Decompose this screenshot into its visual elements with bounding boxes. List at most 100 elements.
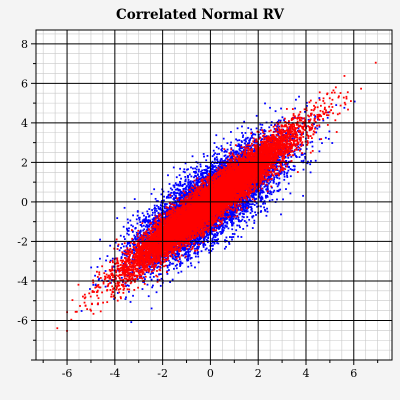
data-point: [245, 196, 248, 198]
data-point: [211, 160, 214, 163]
data-point: [184, 256, 187, 259]
data-point: [232, 213, 235, 216]
data-point: [205, 235, 207, 238]
data-point: [191, 155, 194, 158]
data-point: [165, 257, 167, 260]
data-point: [198, 245, 200, 248]
data-point: [255, 191, 258, 193]
data-point: [255, 114, 258, 117]
data-point: [178, 174, 181, 177]
data-point: [211, 245, 213, 247]
data-point: [253, 141, 256, 144]
data-point: [137, 270, 140, 273]
data-point: [178, 192, 181, 195]
data-point: [214, 165, 217, 167]
data-point: [231, 228, 234, 231]
data-point: [238, 220, 240, 223]
data-point: [302, 194, 304, 197]
data-point: [239, 153, 242, 156]
data-point: [213, 238, 216, 241]
data-point: [193, 171, 196, 173]
data-point: [190, 264, 193, 267]
data-point: [206, 154, 209, 157]
data-point: [314, 159, 317, 162]
data-point: [243, 139, 246, 142]
data-point: [227, 227, 230, 230]
data-point: [294, 107, 296, 110]
data-point: [115, 257, 118, 260]
data-point: [260, 197, 262, 200]
data-point: [307, 118, 310, 121]
data-point: [189, 250, 191, 253]
data-point: [128, 290, 130, 293]
data-point: [211, 238, 214, 240]
data-point: [186, 168, 188, 171]
data-point: [133, 259, 135, 262]
data-point: [215, 156, 218, 159]
data-point: [153, 228, 155, 230]
data-point: [156, 215, 159, 218]
data-point: [261, 182, 263, 185]
data-point: [259, 191, 262, 194]
data-point: [193, 187, 196, 190]
data-point: [185, 186, 187, 189]
data-point: [121, 253, 124, 256]
data-point: [163, 216, 166, 219]
data-point: [268, 182, 270, 185]
data-point: [265, 194, 267, 197]
data-point: [222, 229, 225, 231]
data-point: [123, 235, 125, 238]
data-point: [353, 100, 356, 103]
data-point: [142, 219, 145, 221]
data-point: [195, 178, 198, 181]
data-point: [228, 219, 231, 222]
data-point: [205, 168, 207, 171]
data-point: [249, 138, 251, 141]
data-point: [239, 212, 242, 214]
data-point: [241, 196, 244, 199]
data-point: [120, 256, 123, 258]
data-point: [183, 198, 185, 201]
data-point: [278, 181, 281, 184]
data-point: [165, 196, 168, 199]
data-point: [285, 188, 287, 190]
data-point: [180, 270, 183, 273]
data-point: [200, 174, 202, 177]
data-point: [232, 236, 235, 238]
data-point: [147, 221, 150, 224]
data-point: [157, 261, 160, 263]
data-point: [222, 137, 225, 140]
data-point: [282, 198, 284, 201]
data-point: [126, 243, 129, 245]
data-point: [136, 234, 138, 236]
data-point: [160, 209, 163, 212]
data-point: [204, 181, 207, 183]
data-point: [192, 181, 195, 184]
data-point: [169, 281, 171, 283]
data-point: [172, 262, 174, 265]
data-point: [123, 206, 126, 209]
data-point: [94, 283, 97, 286]
data-point: [256, 183, 258, 186]
data-point: [196, 241, 199, 244]
data-point: [207, 237, 210, 240]
data-point: [200, 242, 202, 244]
data-point: [206, 167, 209, 169]
data-point: [230, 131, 232, 133]
data-point: [244, 207, 247, 209]
data-point: [292, 165, 295, 167]
data-point: [197, 170, 200, 173]
data-point: [200, 237, 203, 240]
data-point: [157, 206, 160, 208]
data-point: [155, 200, 158, 203]
data-point: [295, 156, 298, 158]
data-point: [178, 262, 181, 265]
data-point: [122, 262, 125, 265]
data-point: [278, 170, 281, 173]
data-point: [136, 214, 139, 217]
data-point: [309, 141, 312, 144]
data-point: [293, 150, 296, 153]
data-point: [203, 169, 206, 171]
data-point: [133, 198, 136, 200]
